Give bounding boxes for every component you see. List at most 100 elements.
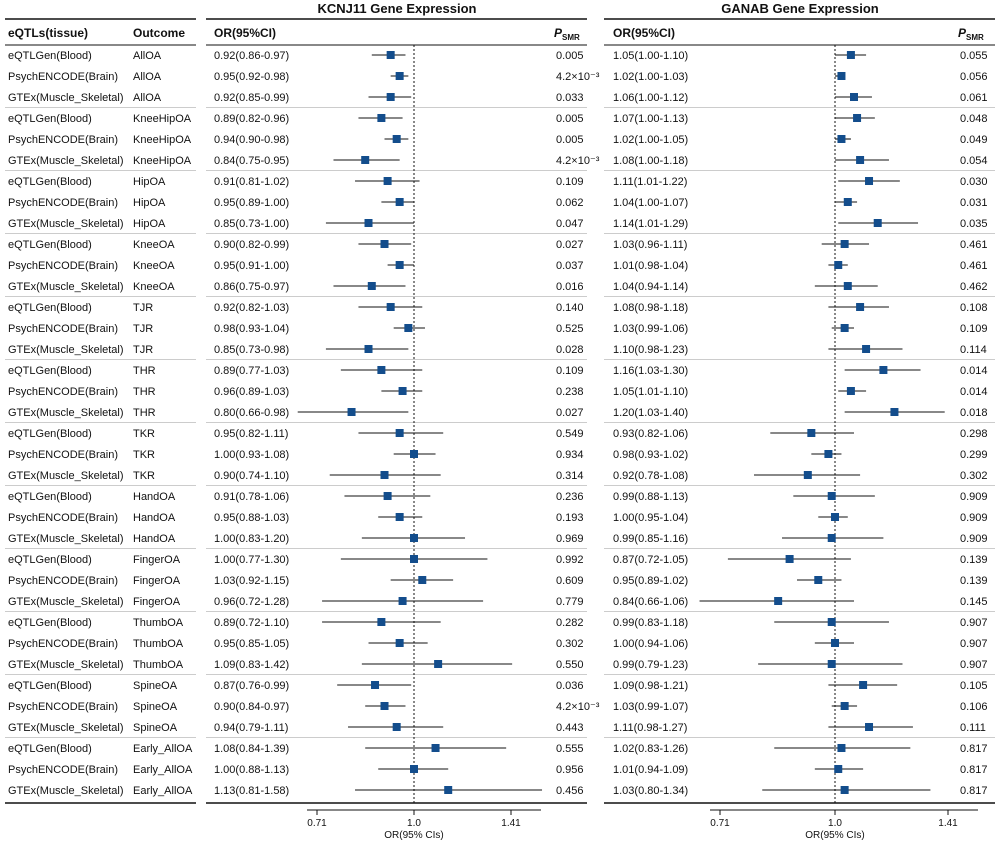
or-point-marker bbox=[840, 786, 849, 794]
row-tissue-label: GTEx(Muscle_Skeletal) bbox=[8, 407, 124, 419]
or-ci-label: 0.95(0.89-1.02) bbox=[613, 575, 688, 587]
or-point-marker bbox=[785, 555, 794, 563]
p-value-label: 0.109 bbox=[556, 365, 584, 377]
p-value-label: 0.550 bbox=[556, 659, 584, 671]
or-ci-label: 0.90(0.82-0.99) bbox=[214, 239, 289, 251]
header-eqtl: eQTLs(tissue) bbox=[8, 26, 88, 40]
p-value-label: 0.027 bbox=[556, 239, 584, 251]
p-value-label: 0.817 bbox=[960, 764, 988, 776]
or-ci-label: 1.08(1.00-1.18) bbox=[613, 155, 688, 167]
p-value-label: 0.443 bbox=[556, 722, 584, 734]
row-outcome-label: KneeHipOA bbox=[133, 134, 192, 146]
or-point-marker bbox=[395, 198, 404, 206]
p-value-label: 0.555 bbox=[556, 743, 584, 755]
or-ci-label: 0.93(0.82-1.06) bbox=[613, 428, 688, 440]
or-point-marker bbox=[890, 408, 899, 416]
row-outcome-label: Early_AllOA bbox=[133, 764, 193, 776]
or-point-marker bbox=[840, 240, 849, 248]
or-point-marker bbox=[395, 513, 404, 521]
p-value-label: 0.298 bbox=[960, 428, 988, 440]
or-point-marker bbox=[827, 492, 836, 500]
kcnj11-panel: KCNJ11 Gene Expression OR(95%CI) PSMR 0.92(… bbox=[214, 1, 600, 841]
p-value-label: 0.456 bbox=[556, 785, 584, 797]
or-ci-label: 1.05(1.00-1.10) bbox=[613, 50, 688, 62]
row-outcome-label: Early_AllOA bbox=[133, 785, 193, 797]
row-outcome-label: TJR bbox=[133, 302, 153, 314]
or-ci-label: 0.95(0.92-0.98) bbox=[214, 71, 289, 83]
or-ci-label: 0.92(0.78-1.08) bbox=[613, 470, 688, 482]
p-value-label: 0.018 bbox=[960, 407, 988, 419]
or-ci-label: 1.20(1.03-1.40) bbox=[613, 407, 688, 419]
or-ci-label: 0.85(0.73-0.98) bbox=[214, 344, 289, 356]
or-ci-label: 1.01(0.98-1.04) bbox=[613, 260, 688, 272]
or-point-marker bbox=[364, 219, 373, 227]
or-ci-label: 1.03(0.99-1.07) bbox=[613, 701, 688, 713]
row-outcome-label: TJR bbox=[133, 344, 153, 356]
or-point-marker bbox=[774, 597, 783, 605]
or-point-marker bbox=[444, 786, 453, 794]
or-point-marker bbox=[410, 450, 418, 458]
or-point-marker bbox=[879, 366, 888, 374]
row-outcome-label: SpineOA bbox=[133, 680, 178, 692]
p-value-label: 0.907 bbox=[960, 617, 988, 629]
row-tissue-label: PsychENCODE(Brain) bbox=[8, 638, 118, 650]
p-value-label: 0.061 bbox=[960, 92, 988, 104]
p-value-label: 0.014 bbox=[960, 386, 988, 398]
p-value-label: 0.005 bbox=[556, 50, 584, 62]
or-point-marker bbox=[831, 513, 839, 521]
row-outcome-label: FingerOA bbox=[133, 554, 181, 566]
row-outcome-label: HipOA bbox=[133, 176, 166, 188]
p-value-label: 0.461 bbox=[960, 239, 988, 251]
x-axis-title: OR(95% CIs) bbox=[384, 830, 443, 841]
row-tissue-label: GTEx(Muscle_Skeletal) bbox=[8, 596, 124, 608]
or-point-marker bbox=[431, 744, 440, 752]
or-point-marker bbox=[364, 345, 373, 353]
or-point-marker bbox=[846, 51, 855, 59]
or-ci-label: 1.00(0.94-1.06) bbox=[613, 638, 688, 650]
p-value-label: 0.817 bbox=[960, 743, 988, 755]
row-labels: eQTLs(tissue) Outcome eQTLGen(Blood) AllOA P… bbox=[5, 18, 995, 804]
p-value-label: 0.056 bbox=[960, 71, 988, 83]
or-point-marker bbox=[383, 177, 392, 185]
or-point-marker bbox=[371, 681, 380, 689]
p-value-label: 0.005 bbox=[556, 134, 584, 146]
p-value-label: 0.302 bbox=[556, 638, 584, 650]
or-point-marker bbox=[873, 219, 882, 227]
or-ci-label: 0.95(0.89-1.00) bbox=[214, 197, 289, 209]
or-ci-label: 0.89(0.82-0.96) bbox=[214, 113, 289, 125]
row-outcome-label: TKR bbox=[133, 470, 155, 482]
or-point-marker bbox=[367, 282, 376, 290]
row-outcome-label: AllOA bbox=[133, 92, 162, 104]
header-or-ci: OR(95%CI) bbox=[214, 26, 276, 40]
or-ci-label: 1.02(1.00-1.05) bbox=[613, 134, 688, 146]
row-outcome-label: HipOA bbox=[133, 197, 166, 209]
or-point-marker bbox=[831, 639, 839, 647]
p-value-label: 0.005 bbox=[556, 113, 584, 125]
row-tissue-label: eQTLGen(Blood) bbox=[8, 239, 92, 251]
or-ci-label: 0.99(0.79-1.23) bbox=[613, 659, 688, 671]
or-point-marker bbox=[807, 429, 816, 437]
p-value-label: 0.016 bbox=[556, 281, 584, 293]
or-ci-label: 1.04(0.94-1.14) bbox=[613, 281, 688, 293]
x-tick-label: 1.0 bbox=[828, 818, 842, 829]
p-value-label: 4.2×10⁻³ bbox=[556, 71, 600, 83]
p-value-label: 0.282 bbox=[556, 617, 584, 629]
or-ci-label: 1.08(0.84-1.39) bbox=[214, 743, 289, 755]
row-outcome-label: HandOA bbox=[133, 491, 176, 503]
row-outcome-label: HandOA bbox=[133, 512, 176, 524]
or-ci-label: 0.87(0.76-0.99) bbox=[214, 680, 289, 692]
or-ci-label: 1.01(0.94-1.09) bbox=[613, 764, 688, 776]
or-ci-label: 1.02(0.83-1.26) bbox=[613, 743, 688, 755]
p-value-label: 0.048 bbox=[960, 113, 988, 125]
or-ci-label: 0.89(0.77-1.03) bbox=[214, 365, 289, 377]
row-tissue-label: eQTLGen(Blood) bbox=[8, 743, 92, 755]
or-ci-label: 0.99(0.83-1.18) bbox=[613, 617, 688, 629]
row-tissue-label: GTEx(Muscle_Skeletal) bbox=[8, 218, 124, 230]
x-tick-label: 1.41 bbox=[938, 818, 958, 829]
row-tissue-label: eQTLGen(Blood) bbox=[8, 302, 92, 314]
p-value-label: 0.109 bbox=[556, 176, 584, 188]
row-outcome-label: AllOA bbox=[133, 50, 162, 62]
or-ci-label: 0.95(0.85-1.05) bbox=[214, 638, 289, 650]
or-ci-label: 0.89(0.72-1.10) bbox=[214, 617, 289, 629]
or-ci-label: 0.91(0.81-1.02) bbox=[214, 176, 289, 188]
